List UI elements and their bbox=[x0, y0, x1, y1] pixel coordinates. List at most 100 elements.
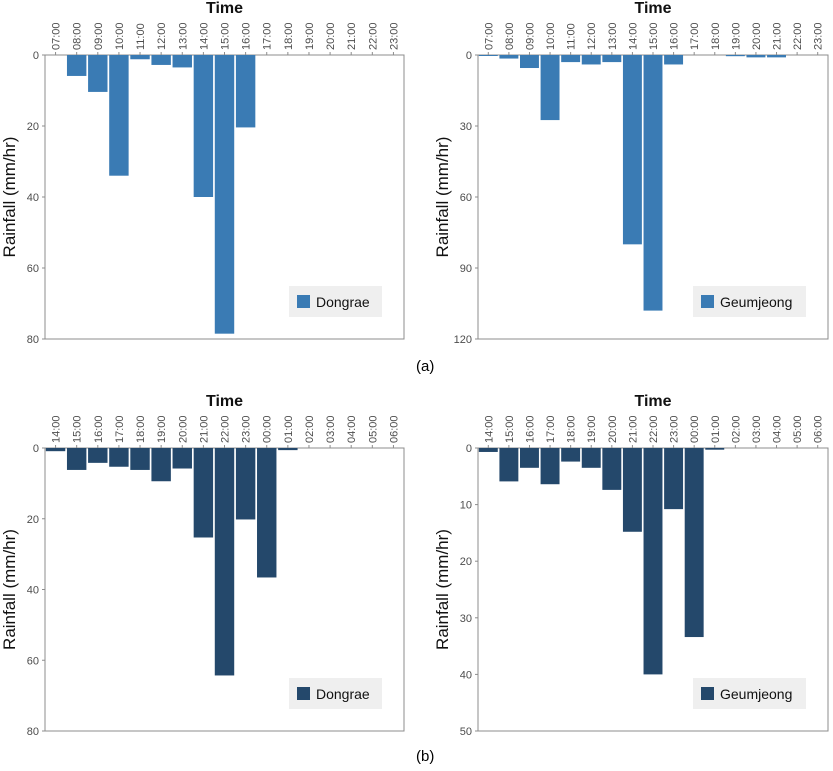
y-tick-label: 50 bbox=[460, 726, 472, 738]
x-tick-label: 14:00 bbox=[627, 22, 639, 50]
bar bbox=[499, 448, 519, 482]
bar bbox=[767, 55, 786, 58]
x-tick-label: 23:00 bbox=[669, 415, 681, 443]
x-tick-label: 22:00 bbox=[648, 415, 660, 443]
x-tick-label: 21:00 bbox=[198, 415, 210, 443]
x-tick-label: 20:00 bbox=[177, 415, 189, 443]
x-tick-label: 15:00 bbox=[648, 22, 660, 50]
x-tick-label: 11:00 bbox=[135, 23, 147, 50]
bar bbox=[602, 55, 622, 63]
bar bbox=[88, 55, 108, 92]
bar bbox=[581, 55, 601, 65]
x-tick-label: 23:00 bbox=[388, 22, 400, 50]
chart-title: Time bbox=[634, 0, 671, 17]
x-tick-label: 17:00 bbox=[545, 415, 557, 443]
bar bbox=[520, 55, 539, 69]
x-tick-label: 09:00 bbox=[524, 22, 536, 50]
x-tick-label: 06:00 bbox=[813, 415, 825, 443]
legend-swatch bbox=[297, 295, 310, 308]
y-tick-label: 90 bbox=[460, 263, 472, 275]
y-tick-label: 20 bbox=[27, 121, 39, 133]
x-tick-label: 09:00 bbox=[93, 22, 105, 50]
x-tick-label: 06:00 bbox=[388, 415, 400, 443]
x-tick-label: 16:00 bbox=[241, 22, 253, 50]
bar bbox=[746, 55, 766, 58]
x-tick-label: 17:00 bbox=[689, 22, 701, 50]
y-tick-label: 60 bbox=[460, 192, 472, 204]
x-tick-label: 23:00 bbox=[241, 415, 253, 443]
bar bbox=[130, 448, 150, 470]
y-tick-label: 60 bbox=[27, 655, 39, 667]
x-tick-label: 20:00 bbox=[607, 415, 619, 443]
x-tick-label: 14:00 bbox=[198, 22, 210, 50]
bar bbox=[130, 55, 150, 60]
x-tick-label: 02:00 bbox=[730, 415, 742, 443]
x-tick-label: 19:00 bbox=[730, 22, 742, 50]
x-tick-label: 05:00 bbox=[792, 415, 804, 443]
chart-title: Time bbox=[206, 0, 243, 17]
y-tick-label: 40 bbox=[460, 669, 472, 681]
x-tick-label: 13:00 bbox=[607, 22, 619, 50]
x-tick-label: 17:00 bbox=[114, 415, 126, 443]
bar bbox=[478, 448, 498, 452]
bar bbox=[172, 448, 192, 469]
x-tick-label: 03:00 bbox=[751, 415, 763, 443]
x-tick-label: 04:00 bbox=[772, 415, 784, 443]
y-tick-label: 120 bbox=[454, 334, 472, 346]
bar bbox=[643, 448, 663, 675]
chart-2: Time 07:00 08:00 09:00 10:00 11:00 12:00 13:00 1… bbox=[433, 0, 829, 346]
chart-1: Time 07:00 08:00 09:00 10:00 11:00 12:00 13:00 1… bbox=[0, 0, 405, 346]
x-tick-label: 11:00 bbox=[566, 23, 578, 50]
y-tick-label: 80 bbox=[27, 334, 39, 346]
bar bbox=[88, 448, 108, 463]
x-tick-label: 19:00 bbox=[304, 22, 316, 50]
y-tick-label: 80 bbox=[27, 726, 39, 738]
bar bbox=[172, 55, 192, 68]
y-tick-label: 20 bbox=[27, 514, 39, 526]
bar bbox=[66, 448, 87, 470]
x-tick-label: 02:00 bbox=[304, 415, 316, 443]
x-tick-label: 20:00 bbox=[751, 22, 763, 50]
panel-label-a: (a) bbox=[416, 358, 435, 375]
y-axis-label: Rainfall (mm/hr) bbox=[0, 529, 19, 650]
bar bbox=[214, 448, 235, 676]
bar bbox=[622, 55, 642, 245]
bar bbox=[151, 55, 171, 65]
x-tick-label: 21:00 bbox=[772, 22, 784, 50]
x-tick-label: 03:00 bbox=[325, 415, 337, 443]
legend-swatch bbox=[701, 687, 714, 700]
x-tick-label: 07:00 bbox=[483, 22, 495, 50]
x-tick-label: 00:00 bbox=[689, 415, 701, 443]
x-tick-label: 16:00 bbox=[669, 22, 681, 50]
x-tick-label: 22:00 bbox=[367, 22, 379, 50]
panel-label-b: (b) bbox=[416, 748, 435, 765]
x-tick-label: 04:00 bbox=[346, 415, 358, 443]
x-tick-label: 10:00 bbox=[114, 22, 126, 50]
y-tick-label: 20 bbox=[460, 556, 472, 568]
y-tick-label: 40 bbox=[27, 192, 39, 204]
bar bbox=[235, 55, 256, 128]
chart-3: Time 14:00 15:00 16:00 17:00 18:00 19:00 20:00 2… bbox=[0, 393, 405, 738]
y-tick-label: 10 bbox=[460, 500, 472, 512]
legend-swatch bbox=[701, 295, 714, 308]
x-tick-label: 21:00 bbox=[627, 415, 639, 443]
legend: Geumjeong bbox=[693, 286, 806, 317]
x-tick-label: 19:00 bbox=[586, 415, 598, 443]
bar bbox=[725, 55, 745, 57]
x-tick-label: 16:00 bbox=[524, 415, 536, 443]
bar bbox=[66, 55, 87, 76]
bar bbox=[664, 55, 684, 65]
bar bbox=[581, 448, 601, 468]
x-tick-label: 01:00 bbox=[710, 415, 722, 443]
y-tick-label: 60 bbox=[27, 263, 39, 275]
x-tick-label: 00:00 bbox=[262, 415, 274, 443]
legend-label: Geumjeong bbox=[720, 686, 792, 702]
legend: Geumjeong bbox=[693, 678, 806, 709]
x-tick-label: 18:00 bbox=[135, 415, 147, 443]
bar bbox=[540, 448, 560, 485]
legend: Dongrae bbox=[289, 286, 382, 317]
x-tick-label: 23:00 bbox=[813, 22, 825, 50]
y-tick-label: 40 bbox=[27, 585, 39, 597]
bar bbox=[684, 448, 704, 638]
